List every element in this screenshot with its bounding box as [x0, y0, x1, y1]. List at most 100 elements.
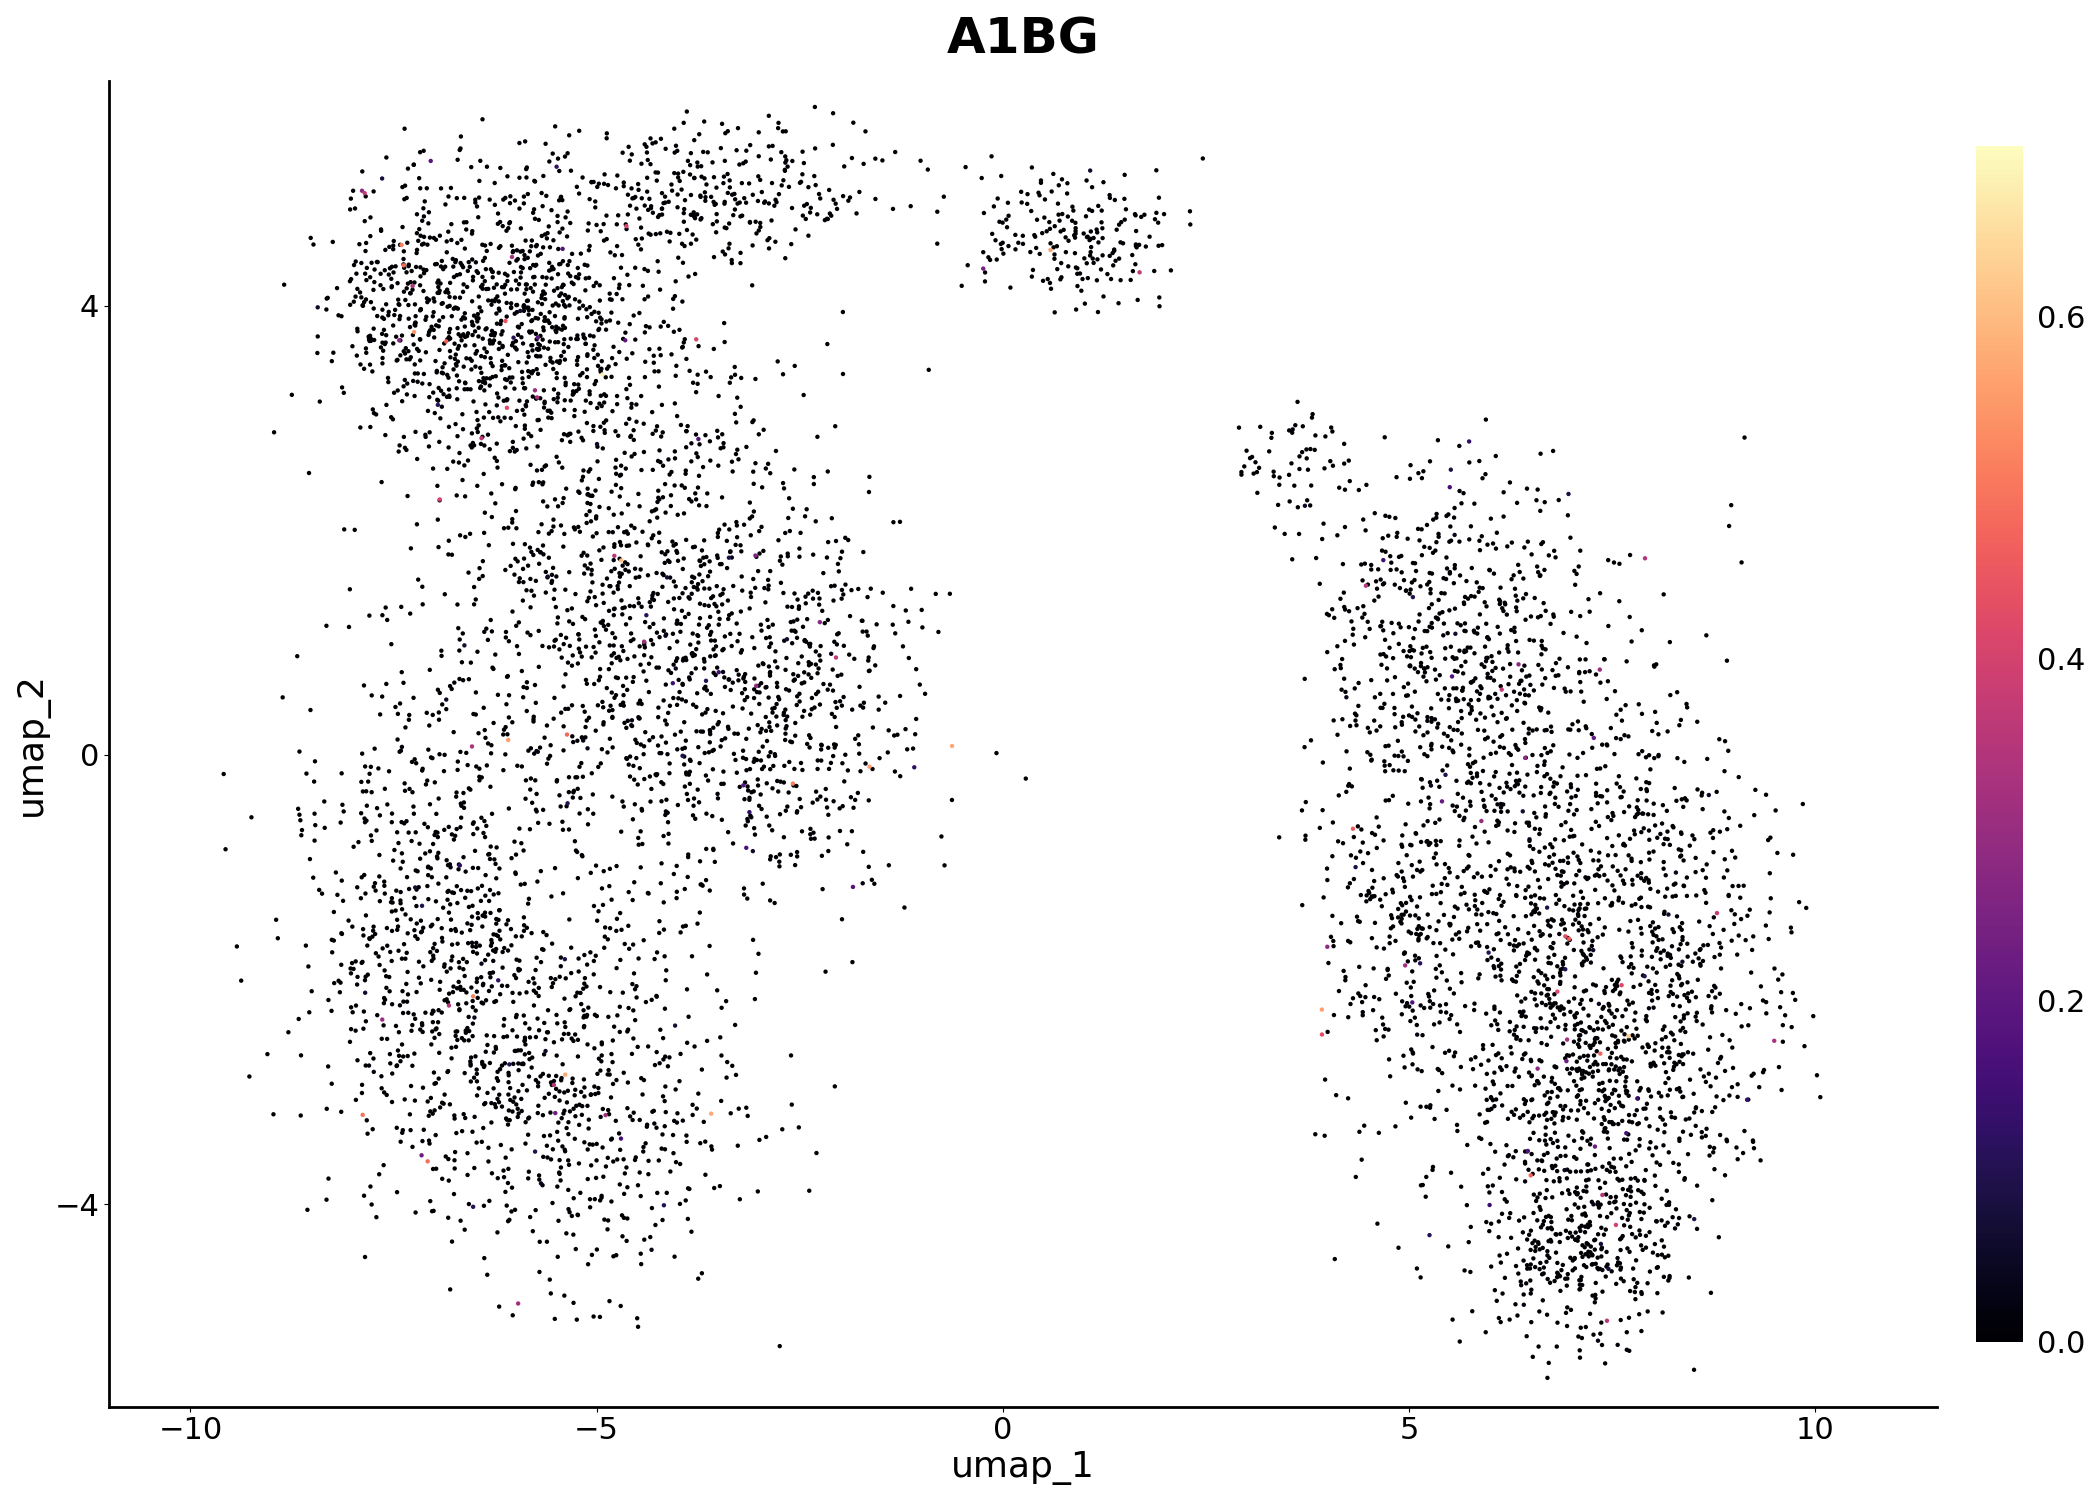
Point [542, 783, 575, 807]
Point [405, 232, 439, 256]
Point [1552, 742, 1586, 766]
Point [666, 744, 699, 768]
Point [1432, 861, 1466, 885]
Point [592, 856, 626, 880]
Point [800, 580, 834, 604]
Point [1663, 1050, 1697, 1074]
Point [640, 984, 674, 1008]
Point [426, 362, 460, 386]
Point [1466, 891, 1499, 915]
Point [794, 702, 827, 726]
Point [386, 1044, 420, 1068]
Point [552, 249, 586, 273]
Point [447, 1218, 481, 1242]
Point [1378, 506, 1411, 530]
Point [1544, 870, 1577, 894]
Point [359, 879, 393, 903]
Point [468, 825, 502, 849]
Point [1655, 1020, 1688, 1044]
Point [659, 880, 693, 904]
Point [525, 1173, 559, 1197]
Point [1541, 663, 1575, 687]
Point [1382, 729, 1415, 753]
Point [1508, 886, 1541, 910]
Point [569, 708, 603, 732]
Point [1283, 458, 1317, 482]
Point [743, 783, 777, 807]
Point [651, 314, 685, 338]
Point [500, 1004, 533, 1028]
Point [1285, 798, 1319, 822]
Point [607, 327, 640, 351]
Point [1346, 507, 1380, 531]
Point [1529, 666, 1562, 690]
Point [733, 788, 766, 812]
Point [1573, 1210, 1607, 1234]
Point [323, 970, 357, 994]
Point [1483, 1166, 1516, 1190]
Point [1485, 1058, 1518, 1082]
Point [724, 204, 758, 228]
Point [420, 846, 454, 870]
Point [1529, 1124, 1562, 1148]
Point [483, 210, 517, 234]
Point [685, 154, 718, 178]
Point [311, 1096, 344, 1120]
Point [559, 288, 592, 312]
Point [855, 758, 888, 782]
Point [1758, 957, 1791, 981]
Point [821, 664, 855, 688]
Point [1371, 788, 1405, 812]
Point [567, 999, 601, 1023]
Point [624, 688, 657, 712]
Point [401, 202, 435, 226]
Point [590, 408, 624, 432]
Point [447, 964, 481, 988]
Point [735, 524, 769, 548]
Point [1420, 842, 1453, 866]
Point [567, 699, 601, 723]
Point [657, 652, 691, 676]
Point [1558, 1130, 1592, 1154]
Point [1510, 762, 1544, 786]
Point [477, 990, 510, 1014]
Point [1577, 1030, 1611, 1054]
Point [1447, 620, 1480, 644]
Point [991, 190, 1025, 214]
Point [1428, 938, 1462, 962]
Point [592, 699, 626, 723]
Point [1613, 1203, 1646, 1227]
Point [353, 416, 386, 440]
Point [546, 314, 580, 338]
Point [1703, 942, 1737, 966]
Point [483, 918, 517, 942]
Point [435, 948, 468, 972]
Point [1493, 471, 1527, 495]
Point [1514, 604, 1548, 628]
Point [1478, 800, 1512, 824]
Point [1348, 974, 1382, 998]
Point [1434, 664, 1468, 688]
Point [1583, 840, 1617, 864]
Point [617, 645, 651, 669]
Point [676, 640, 710, 664]
Point [1655, 974, 1688, 998]
Point [903, 672, 937, 696]
Point [664, 413, 697, 436]
Point [1401, 894, 1434, 918]
Point [1510, 1227, 1544, 1251]
Point [699, 644, 733, 668]
Point [1554, 1098, 1588, 1122]
Point [869, 690, 903, 714]
Point [1672, 945, 1705, 969]
Point [1661, 680, 1695, 703]
Point [527, 304, 561, 328]
Point [546, 1101, 580, 1125]
Point [468, 345, 502, 369]
Point [1558, 1180, 1592, 1204]
Point [424, 639, 458, 663]
Point [454, 777, 487, 801]
Point [1754, 825, 1787, 849]
Point [1460, 831, 1493, 855]
Point [384, 1048, 418, 1072]
